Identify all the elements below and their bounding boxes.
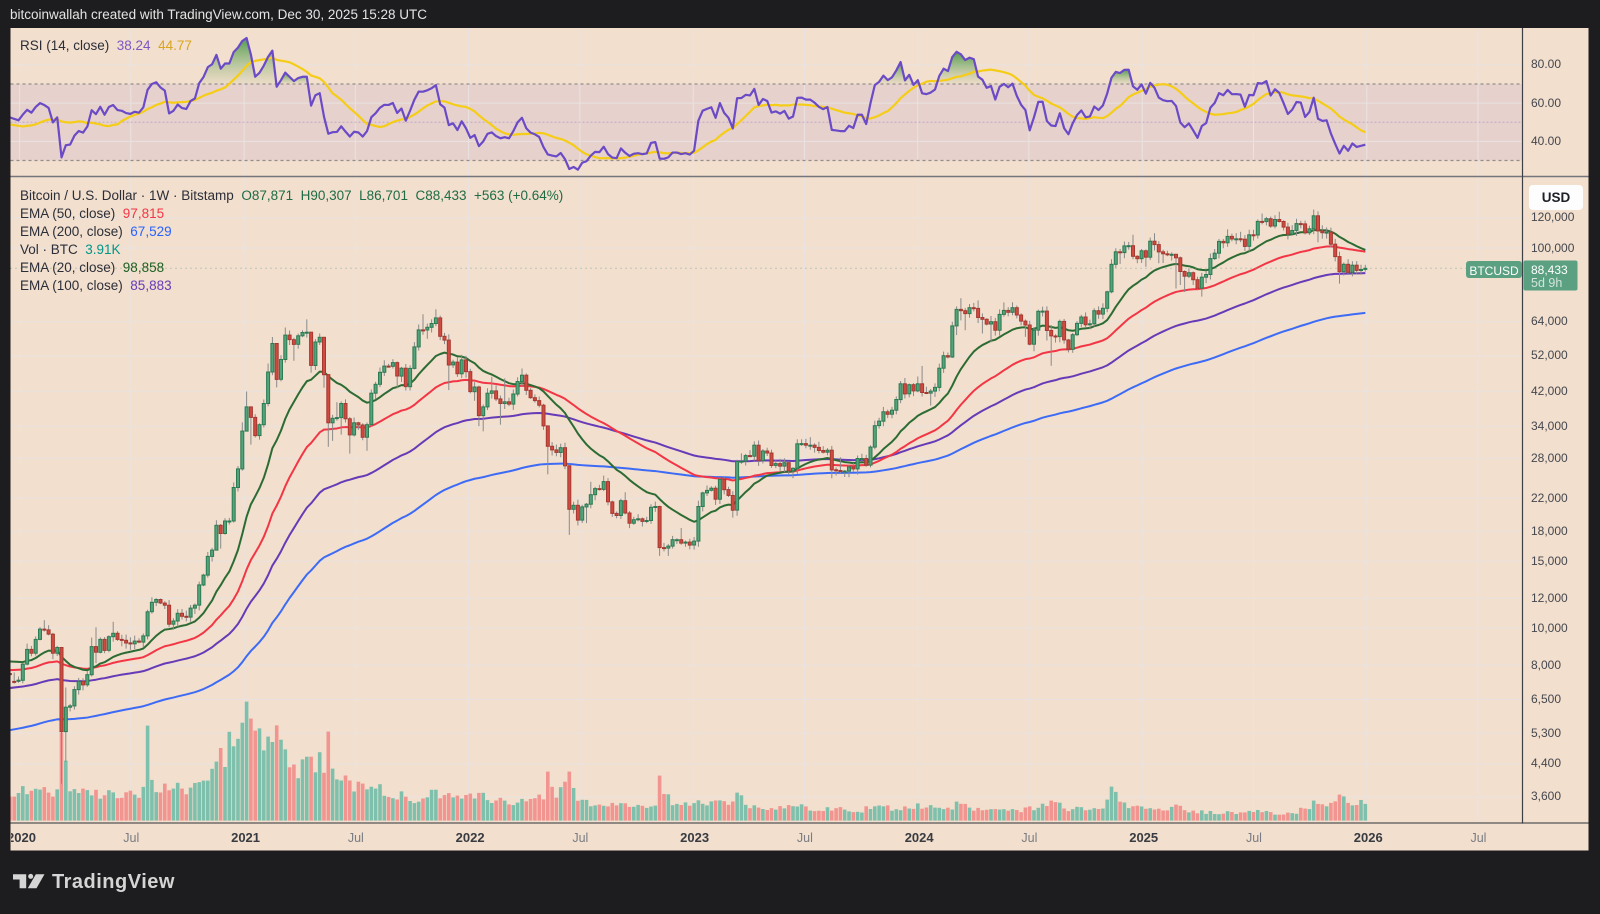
svg-text:TradingView: TradingView (52, 872, 175, 892)
